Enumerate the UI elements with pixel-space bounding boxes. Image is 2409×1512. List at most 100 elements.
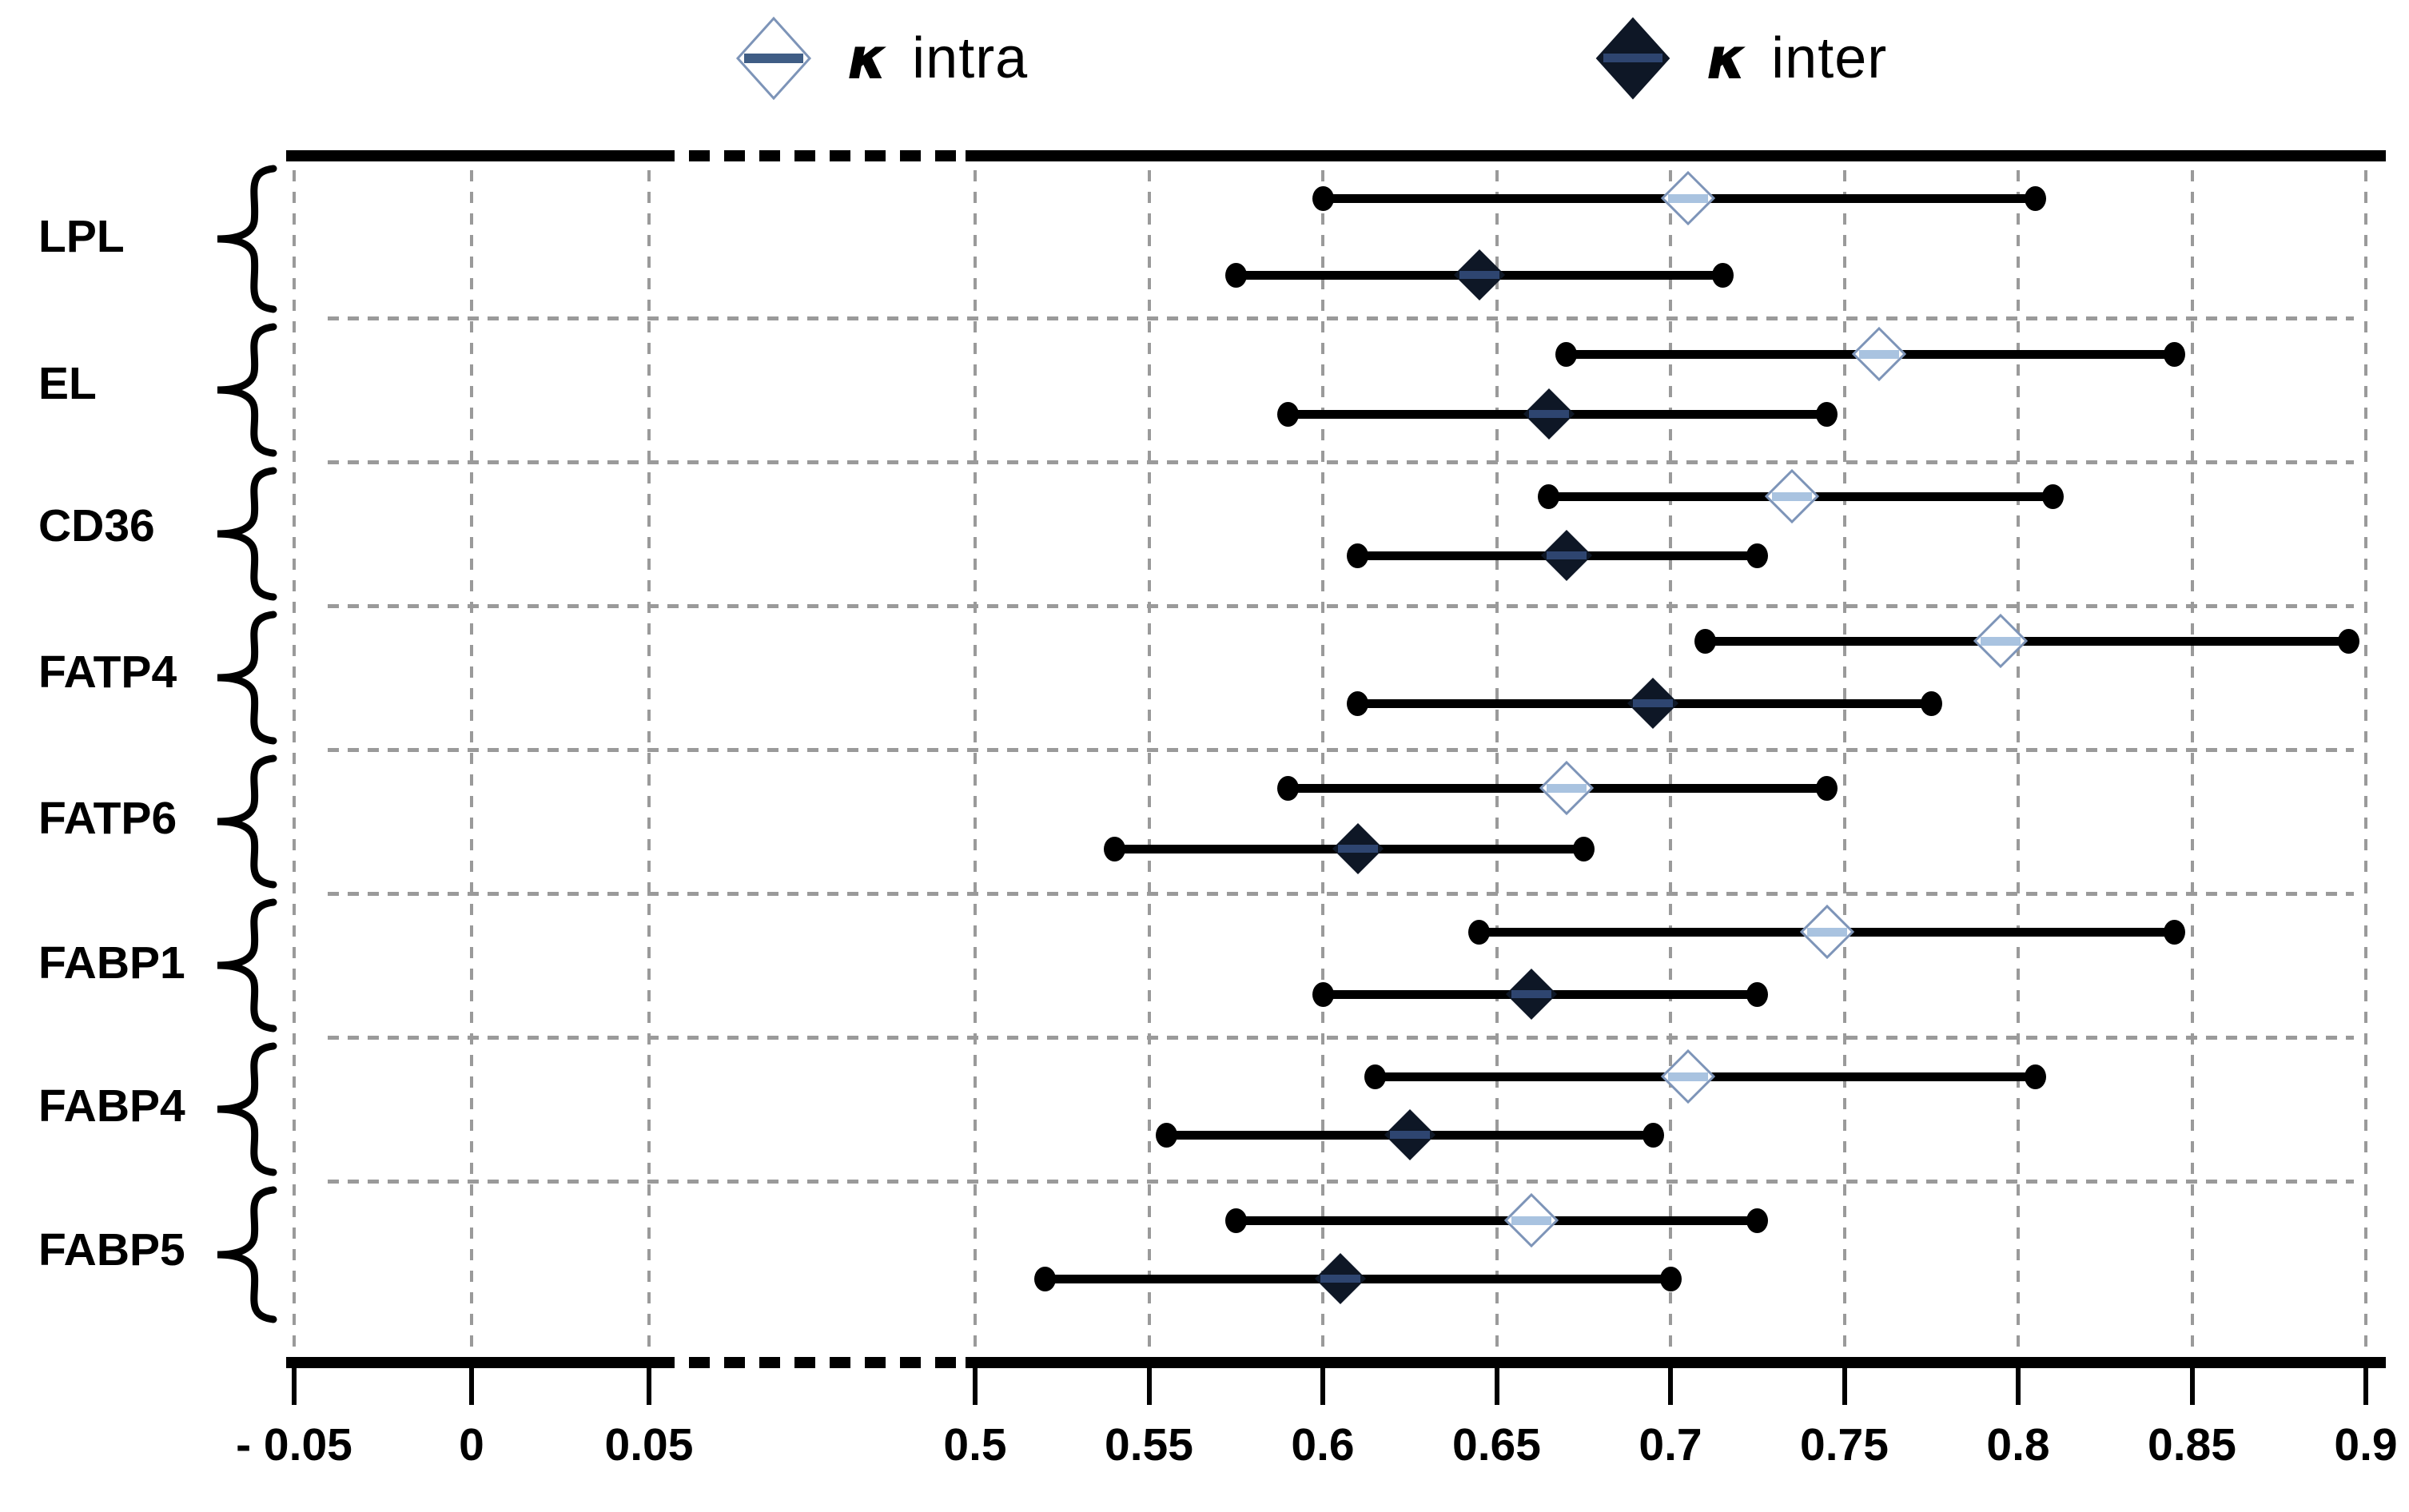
x-gridline — [647, 170, 651, 1359]
x-gridline — [1842, 170, 1846, 1359]
gene-label-FATP4: FATP4 — [38, 647, 177, 698]
ci-endpoint-dot-low — [1224, 1208, 1247, 1233]
kappa-intra-open-diamond-marker — [1765, 469, 1820, 523]
ci-endpoint-dot-low — [1277, 401, 1299, 427]
ci-endpoint-dot-high — [1746, 543, 1769, 568]
open-diamond-icon — [735, 16, 812, 101]
kappa-intra-open-diamond-marker — [1799, 905, 1854, 959]
kappa-inter-filled-diamond-marker — [1627, 678, 1679, 729]
top-axis-solid-right — [966, 150, 2386, 161]
kappa-intra-open-diamond-marker — [1660, 1049, 1715, 1104]
gene-label-EL: EL — [38, 358, 97, 409]
ci-endpoint-dot-low — [1694, 628, 1716, 654]
x-axis-tick — [1320, 1367, 1325, 1405]
ci-endpoint-dot-high — [1920, 690, 1942, 716]
ci-endpoint-dot-low — [1312, 185, 1334, 211]
legend-kappa-symbol: κ — [1706, 25, 1748, 92]
x-axis-tick — [2363, 1367, 2368, 1405]
x-axis-tick — [1494, 1367, 1499, 1405]
kappa-inter-filled-diamond-marker — [1314, 1253, 1366, 1304]
ci-endpoint-dot-low — [1347, 690, 1368, 716]
x-axis-tick — [973, 1367, 978, 1405]
kappa-intra-open-diamond-marker — [1973, 614, 2029, 668]
ci-endpoint-dot-low — [1364, 1064, 1386, 1089]
x-gridline — [1321, 170, 1324, 1359]
top-axis-break-dashes — [654, 150, 966, 161]
gene-label-FABP4: FABP4 — [38, 1080, 185, 1132]
gene-label-FATP6: FATP6 — [38, 793, 177, 844]
x-axis-tick-label: 0.65 — [1452, 1419, 1541, 1470]
ci-endpoint-dot-high — [1816, 775, 1838, 801]
ci-endpoint-dot-high — [1642, 1122, 1664, 1148]
ci-endpoint-dot-high — [1572, 836, 1595, 861]
x-axis-tick-label: 0.85 — [2148, 1419, 2236, 1470]
top-axis-solid-left — [286, 150, 654, 161]
x-gridline — [974, 170, 977, 1359]
x-gridline — [470, 170, 473, 1359]
legend-label-inter: inter — [1771, 26, 1888, 90]
kappa-intra-open-diamond-marker — [1660, 171, 1715, 225]
x-gridline — [2364, 170, 2367, 1359]
x-axis-tick — [292, 1367, 297, 1405]
ci-endpoint-dot-high — [1659, 1266, 1682, 1291]
x-gridline — [1147, 170, 1151, 1359]
x-axis-tick — [2189, 1367, 2195, 1405]
x-gridline — [2017, 170, 2020, 1359]
bottom-axis-solid-right — [966, 1357, 2386, 1368]
x-gridline — [2190, 170, 2194, 1359]
gene-label-FABP1: FABP1 — [38, 937, 185, 989]
x-gridline — [1669, 170, 1672, 1359]
group-brace — [217, 1186, 277, 1323]
legend-item-kappa-inter: κ inter — [1595, 6, 1887, 110]
group-separator-line — [328, 1036, 2354, 1040]
ci-endpoint-dot-low — [1103, 836, 1125, 861]
kappa-inter-filled-diamond-marker — [1506, 969, 1557, 1020]
ci-endpoint-dot-low — [1468, 919, 1491, 945]
ci-endpoint-dot-low — [1555, 341, 1577, 367]
x-axis-tick-label: 0.8 — [1986, 1419, 2050, 1470]
ci-endpoint-dot-low — [1224, 262, 1247, 288]
x-axis-tick-label: 0 — [459, 1419, 484, 1470]
gene-label-FABP5: FABP5 — [38, 1224, 185, 1275]
chart-legend: κ intra κ inter — [0, 6, 2409, 110]
group-brace — [217, 323, 277, 457]
x-gridline — [293, 170, 296, 1359]
group-brace — [217, 467, 277, 601]
group-brace — [217, 1042, 277, 1176]
filled-diamond-icon — [1595, 17, 1670, 100]
x-axis-tick-label: 0.05 — [604, 1419, 694, 1470]
ci-endpoint-dot-low — [1538, 483, 1560, 509]
group-brace — [217, 898, 277, 1033]
ci-endpoint-dot-high — [1746, 1208, 1769, 1233]
x-axis-tick — [1668, 1367, 1673, 1405]
ci-endpoint-dot-high — [2164, 341, 2186, 367]
ci-endpoint-dot-high — [2337, 628, 2359, 654]
kappa-inter-filled-diamond-marker — [1384, 1109, 1435, 1160]
x-axis-tick — [1146, 1367, 1152, 1405]
ci-endpoint-dot-high — [1711, 262, 1734, 288]
group-separator-line — [328, 892, 2354, 896]
legend-item-kappa-intra: κ intra — [735, 6, 1028, 110]
x-axis-tick-label: 0.5 — [943, 1419, 1007, 1470]
ci-endpoint-dot-high — [2164, 919, 2186, 945]
ci-endpoint-dot-low — [1033, 1266, 1056, 1291]
group-separator-line — [328, 460, 2354, 464]
x-axis-tick — [1842, 1367, 1847, 1405]
kappa-inter-filled-diamond-marker — [1540, 530, 1592, 581]
group-separator-line — [328, 748, 2354, 752]
ci-endpoint-dot-high — [1816, 401, 1838, 427]
group-separator-line — [328, 1180, 2354, 1184]
kappa-intra-open-diamond-marker — [1504, 1193, 1559, 1247]
kappa-inter-filled-diamond-marker — [1523, 388, 1575, 440]
x-axis-tick — [2016, 1367, 2021, 1405]
x-axis-tick-label: 0.7 — [1639, 1419, 1702, 1470]
ci-endpoint-dot-low — [1347, 543, 1368, 568]
kappa-inter-filled-diamond-marker — [1332, 823, 1384, 874]
x-gridline — [1495, 170, 1499, 1359]
ci-endpoint-dot-high — [2042, 483, 2064, 509]
legend-label-intra: intra — [912, 26, 1029, 90]
x-axis-tick-label: 0.55 — [1105, 1419, 1193, 1470]
x-axis-tick-label: - 0.05 — [236, 1419, 352, 1470]
ci-endpoint-dot-low — [1312, 981, 1334, 1007]
